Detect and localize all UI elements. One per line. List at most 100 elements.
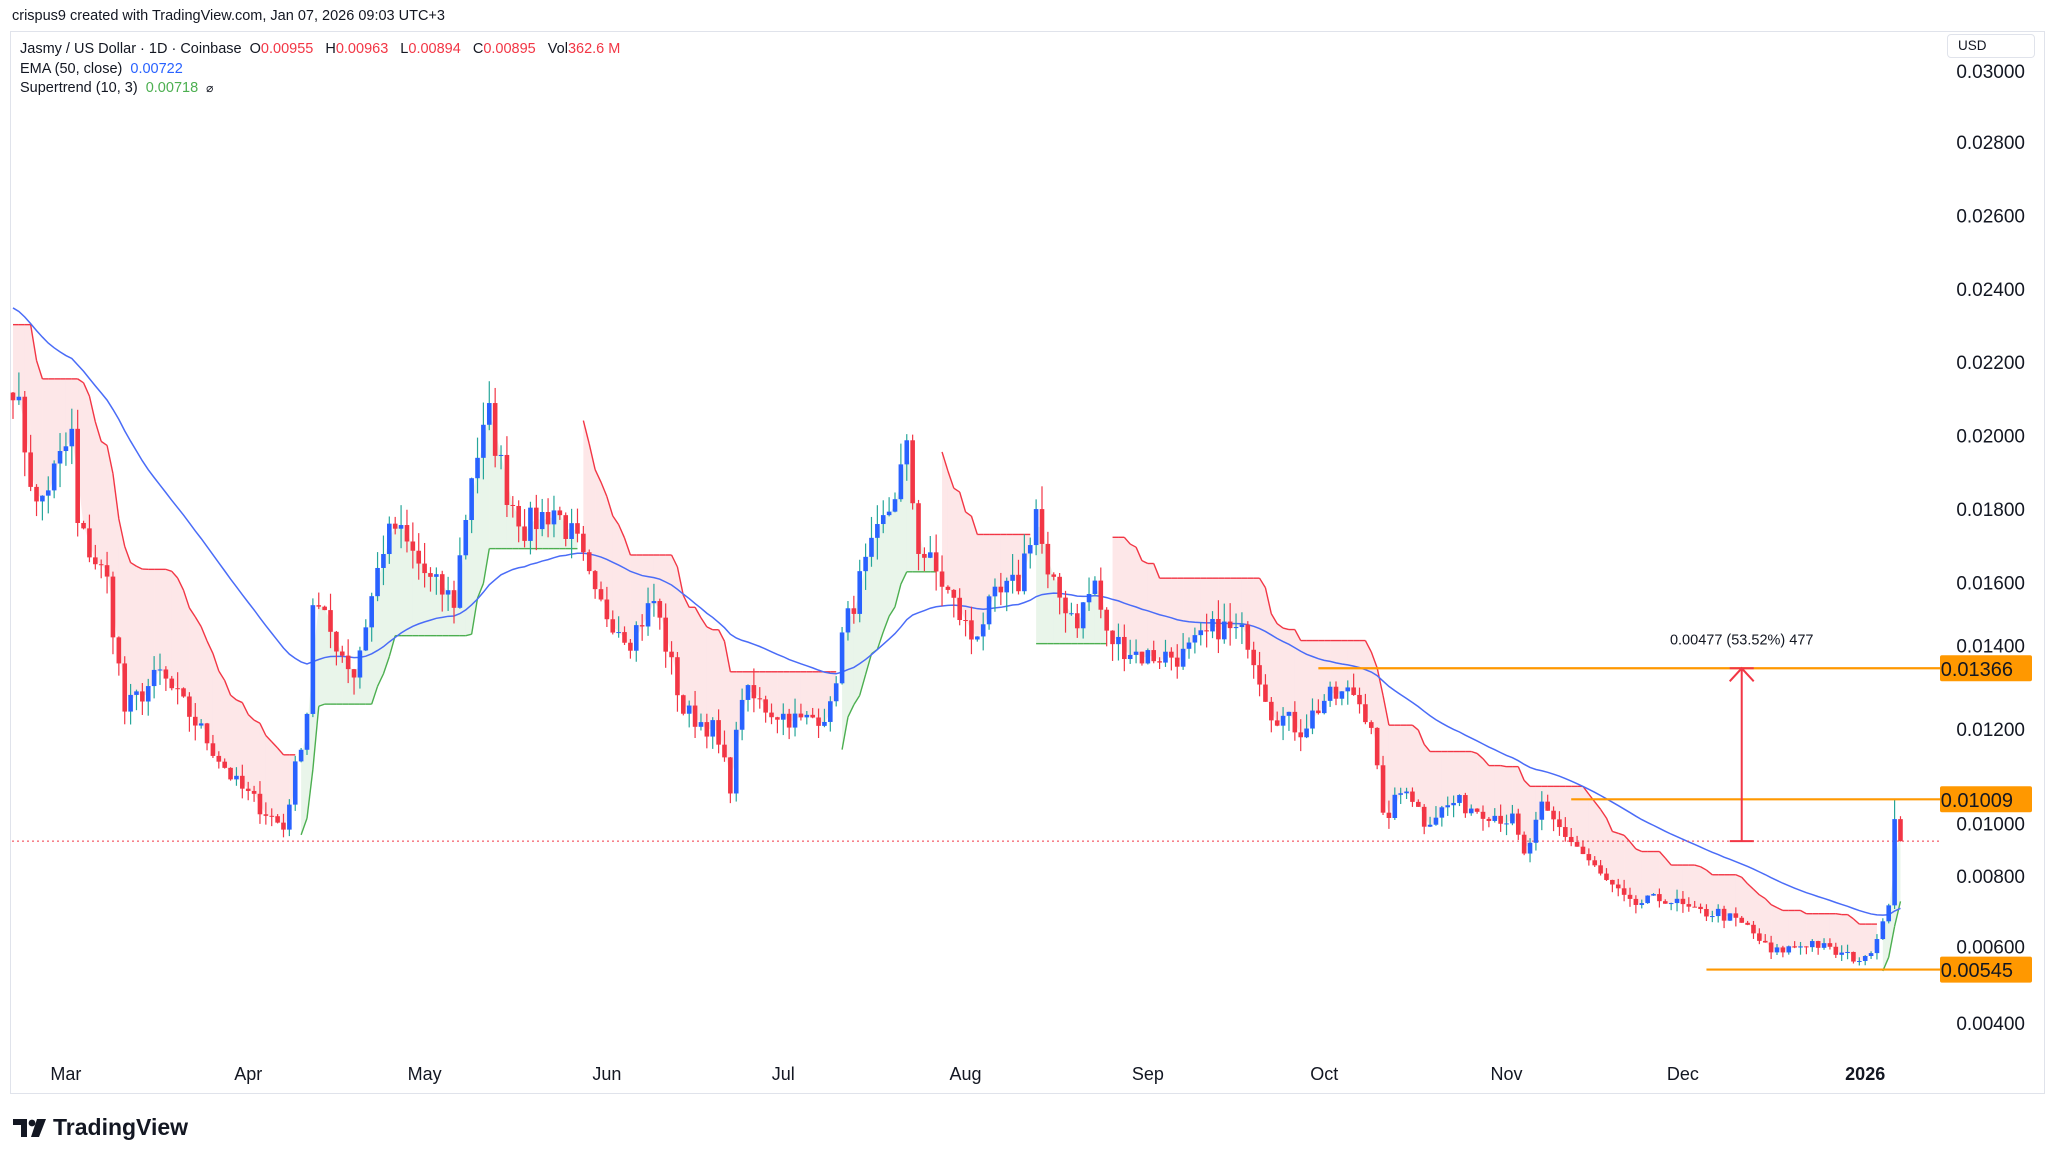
supertrend-fill [1565, 786, 1572, 840]
candle-down [557, 510, 563, 516]
supertrend-up-segment [300, 818, 308, 836]
supertrend-fill [1294, 629, 1301, 735]
supertrend-fill [683, 595, 690, 710]
supertrend-down-segment [271, 741, 279, 749]
price-axis-label: 0.01400 [1956, 636, 2025, 657]
price-axis-label: 0.00400 [1956, 1014, 2025, 1035]
tradingview-logo[interactable]: TradingView [13, 1114, 188, 1141]
candle-down [1898, 819, 1903, 842]
candle-down [1269, 701, 1274, 721]
candle-down [1757, 933, 1762, 941]
candle-down [1662, 901, 1668, 904]
candle-up [1821, 943, 1827, 948]
candle-down [704, 722, 710, 737]
supertrend-fill [430, 574, 437, 636]
supertrend-layer [13, 323, 1902, 972]
candle-up [845, 608, 851, 633]
supertrend-down-segment [136, 565, 143, 570]
supertrend-fill [1430, 751, 1436, 826]
supertrend-fill [1618, 833, 1625, 892]
supertrend-up-segment [841, 716, 849, 750]
candle-down [945, 586, 951, 590]
price-axis-label: 0.03000 [1956, 62, 2025, 83]
supertrend-up-segment [388, 635, 396, 657]
supertrend-down-segment [1123, 536, 1131, 545]
supertrend-fill [700, 617, 707, 730]
supertrend-down-segment [953, 487, 961, 493]
supertrend-fill [136, 566, 143, 697]
candle-down [1633, 898, 1639, 905]
supertrend-fill [800, 671, 807, 717]
candle-down [75, 428, 80, 523]
candle-down [592, 571, 598, 590]
supertrend-fill [865, 547, 872, 675]
supertrend-fill [1712, 874, 1719, 917]
supertrend-fill [724, 641, 731, 776]
candle-down [492, 403, 498, 456]
supertrend-fill [1500, 765, 1507, 824]
candle-down [1498, 815, 1503, 824]
candle-down [910, 440, 915, 504]
supertrend-down-segment [1471, 750, 1478, 755]
candle-up [975, 636, 980, 640]
supertrend-fill [1659, 851, 1666, 903]
price-axis-label: 0.02200 [1956, 353, 2025, 374]
supertrend-fill [1865, 924, 1872, 959]
supertrend-up-segment [853, 694, 861, 706]
candle-up [1086, 594, 1092, 603]
candle-up [927, 552, 933, 558]
supertrend-down-segment [1629, 841, 1637, 850]
symbol-legend-row[interactable]: Jasmy / US Dollar · 1D · Coinbase O0.009… [20, 40, 628, 60]
supertrend-fill [1477, 753, 1483, 816]
supertrend-down-segment [130, 561, 137, 567]
supertrend-down-segment [612, 515, 620, 526]
candle-down [916, 503, 921, 554]
price-axis-label: 0.00600 [1956, 938, 2025, 959]
supertrend-fill [977, 534, 984, 638]
candle-up [651, 601, 657, 604]
candle-down [1698, 906, 1703, 910]
tradingview-brand: TradingView [53, 1114, 189, 1140]
supertrend-down-segment [1523, 779, 1531, 787]
candle-down [1098, 580, 1104, 610]
supertrend-down-segment [230, 694, 237, 701]
candle-down [22, 396, 28, 453]
candle-up [1892, 819, 1897, 906]
candle-down [28, 452, 33, 487]
candle-up [1192, 635, 1198, 643]
candle-down [1063, 597, 1068, 614]
supertrend-fill [195, 616, 202, 725]
supertrend-down-segment [1658, 851, 1666, 859]
ema-legend-row[interactable]: EMA (50, close) 0.00722 [20, 60, 628, 80]
supertrend-down-segment [1618, 832, 1625, 836]
currency-selector[interactable]: USD [1947, 34, 2035, 58]
supertrend-fill [1829, 913, 1836, 951]
candle-up [1133, 651, 1139, 655]
candle-down [1257, 665, 1262, 685]
candle-up [1280, 715, 1286, 726]
candle-down [1368, 722, 1374, 728]
candle-up [69, 428, 75, 447]
supertrend-fill [1365, 640, 1372, 726]
open-label: O [249, 41, 261, 57]
candle-down [969, 620, 974, 640]
supertrend-up-segment [882, 615, 890, 633]
candle-up [398, 525, 404, 529]
candle-up [886, 511, 892, 516]
candle-down [763, 699, 768, 713]
candle-down [604, 599, 610, 620]
supertrend-fill [1283, 628, 1289, 721]
supertrend-legend-row[interactable]: Supertrend (10, 3) 0.00718 ⌀ [20, 79, 628, 99]
candle-down [1815, 941, 1821, 948]
supertrend-fill [89, 396, 96, 561]
supertrend-fill [1700, 866, 1707, 913]
supertrend-value: 0.00718 [145, 80, 199, 96]
supertrend-up-segment [376, 673, 385, 687]
supertrend-down-segment [1594, 801, 1602, 810]
hidden-source-icon[interactable]: ⌀ [206, 81, 214, 95]
supertrend-fill [595, 469, 601, 595]
supertrend-up-segment [318, 703, 325, 707]
supertrend-down-segment [124, 546, 132, 563]
supertrend-down-segment [1847, 914, 1854, 920]
